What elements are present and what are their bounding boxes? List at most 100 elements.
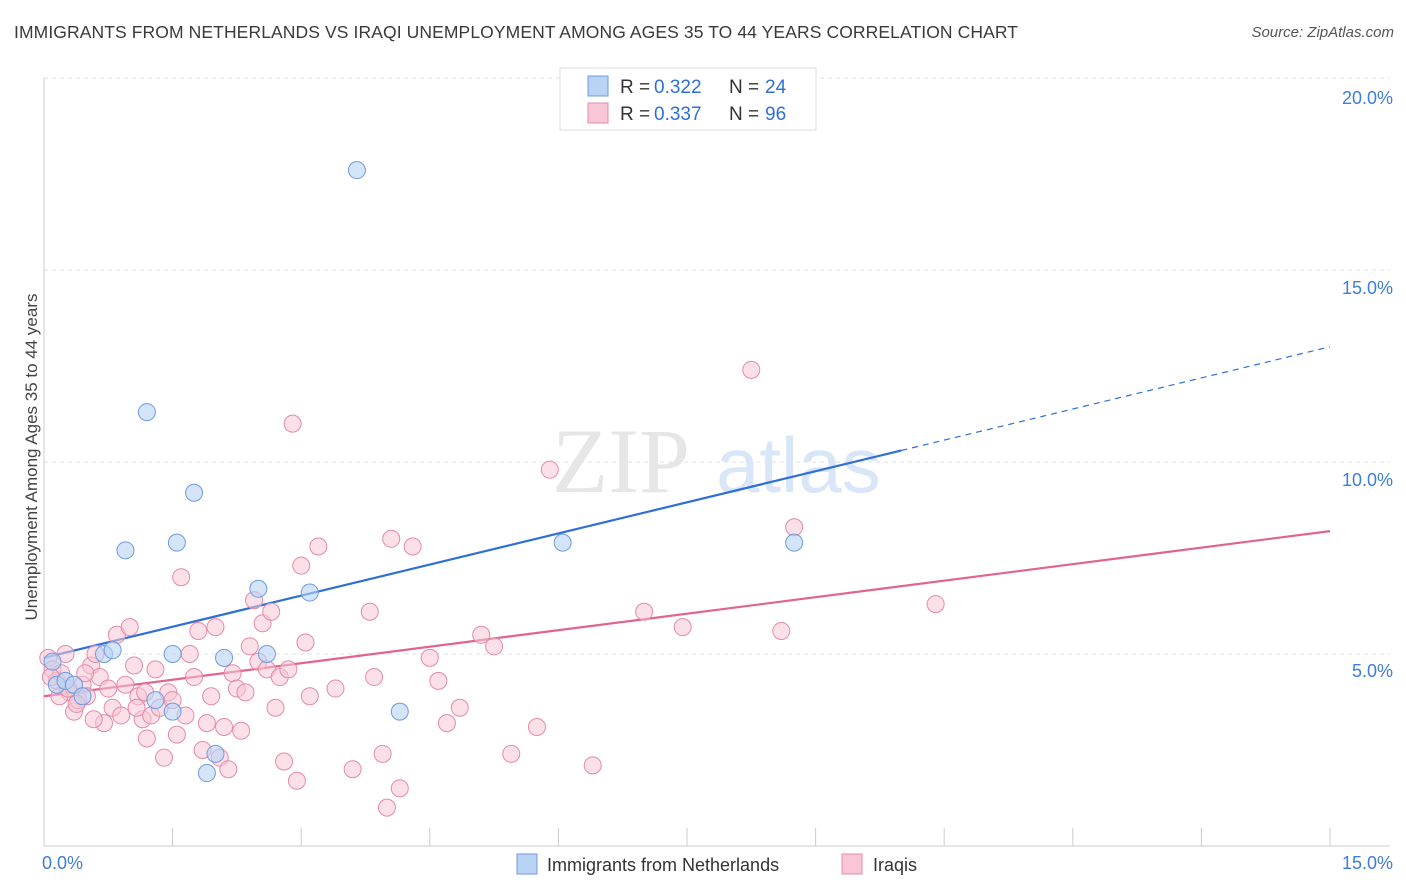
trendlines (43, 346, 1331, 698)
y-tick-label-15: 15.0% (1342, 278, 1393, 298)
trendline-netherlands-projection (901, 346, 1331, 452)
point-iraqis (215, 717, 234, 736)
point-netherlands (257, 645, 276, 663)
point-netherlands (553, 533, 572, 552)
point-netherlands (215, 648, 234, 667)
point-iraqis (296, 633, 315, 652)
point-netherlands (249, 579, 268, 598)
point-iraqis (635, 602, 654, 621)
bottom-legend-swatch-pink (841, 853, 863, 875)
point-iraqis (309, 537, 328, 556)
point-iraqis (99, 679, 118, 698)
point-netherlands (206, 744, 225, 763)
y-tick-label-5: 5.0% (1352, 661, 1393, 681)
legend-r-value-pink: 0.337 (654, 104, 702, 125)
legend-r-label-blue: R = (620, 77, 650, 98)
chart-title: IMMIGRANTS FROM NETHERLANDS VS IRAQI UNE… (14, 22, 1019, 42)
point-iraqis (275, 752, 294, 771)
x-tick-label-max: 15.0% (1342, 853, 1393, 873)
point-iraqis (197, 714, 216, 733)
point-netherlands (785, 533, 804, 552)
point-iraqis (437, 714, 456, 733)
point-iraqis (326, 679, 345, 698)
point-netherlands (43, 652, 62, 671)
y-tick-label-20: 20.0% (1342, 88, 1393, 108)
bottom-legend-label-blue: Immigrants from Netherlands (547, 855, 779, 875)
point-iraqis (365, 668, 384, 687)
point-netherlands (390, 702, 409, 721)
bottom-legend-swatch-blue (516, 853, 538, 875)
point-iraqis (292, 556, 311, 575)
axes (43, 78, 1390, 847)
point-iraqis (742, 360, 761, 379)
y-axis-label: Unemployment Among Ages 35 to 44 years (22, 294, 41, 621)
point-iraqis (76, 664, 95, 683)
point-iraqis (382, 529, 401, 548)
legend-n-label-blue: N = (729, 77, 759, 98)
point-iraqis (287, 771, 306, 790)
legend-r-value-blue: 0.322 (654, 77, 702, 98)
point-iraqis (206, 618, 225, 637)
point-iraqis (112, 706, 131, 725)
point-iraqis (266, 698, 285, 717)
point-iraqis (283, 414, 302, 433)
point-iraqis (403, 537, 422, 556)
point-iraqis (120, 618, 139, 637)
point-netherlands (163, 645, 182, 663)
point-netherlands (163, 702, 182, 721)
point-iraqis (429, 671, 448, 690)
point-iraqis (377, 798, 396, 817)
point-iraqis (189, 621, 208, 640)
bottom-legend: Immigrants from Netherlands Iraqis (516, 853, 917, 875)
point-iraqis (202, 687, 221, 706)
point-iraqis (84, 710, 103, 729)
legend-n-label-pink: N = (729, 104, 759, 125)
gridlines (44, 77, 1390, 655)
trendline-netherlands (43, 449, 902, 659)
point-iraqis (673, 618, 692, 637)
point-iraqis (583, 756, 602, 775)
point-iraqis (472, 625, 491, 644)
point-iraqis (180, 645, 199, 663)
point-iraqis (223, 664, 242, 683)
point-iraqis (116, 675, 135, 694)
point-iraqis (485, 637, 504, 656)
point-netherlands (197, 764, 216, 783)
legend-n-value-blue: 24 (765, 77, 787, 98)
watermark-zip: ZIP (552, 410, 690, 512)
y-tick-label-10: 10.0% (1342, 470, 1393, 490)
point-netherlands (347, 161, 366, 180)
point-iraqis (502, 744, 521, 763)
point-iraqis (279, 660, 298, 679)
legend-n-value-pink: 96 (765, 104, 786, 125)
point-iraqis (390, 779, 409, 798)
point-iraqis (137, 729, 156, 748)
point-netherlands (73, 687, 92, 706)
point-netherlands (116, 541, 135, 560)
source-label: Source: ZipAtlas.com (1251, 24, 1394, 41)
point-iraqis (450, 698, 469, 717)
point-iraqis (420, 648, 439, 667)
point-iraqis (155, 748, 174, 767)
legend-swatch-blue (587, 75, 609, 97)
point-iraqis (167, 725, 186, 744)
point-iraqis (772, 621, 791, 640)
point-iraqis (262, 602, 281, 621)
point-netherlands (167, 533, 186, 552)
point-netherlands (137, 403, 156, 422)
point-iraqis (785, 518, 804, 537)
scatter-points (39, 161, 945, 817)
point-netherlands (300, 583, 319, 602)
watermark-atlas: atlas (716, 421, 881, 509)
point-iraqis (373, 744, 392, 763)
point-netherlands (103, 641, 122, 660)
point-iraqis (127, 698, 146, 717)
point-iraqis (527, 717, 546, 736)
point-iraqis (125, 656, 144, 675)
legend-r-label-pink: R = (620, 104, 650, 125)
point-iraqis (232, 721, 251, 740)
point-iraqis (146, 660, 165, 679)
point-iraqis (360, 602, 379, 621)
point-iraqis (300, 687, 319, 706)
